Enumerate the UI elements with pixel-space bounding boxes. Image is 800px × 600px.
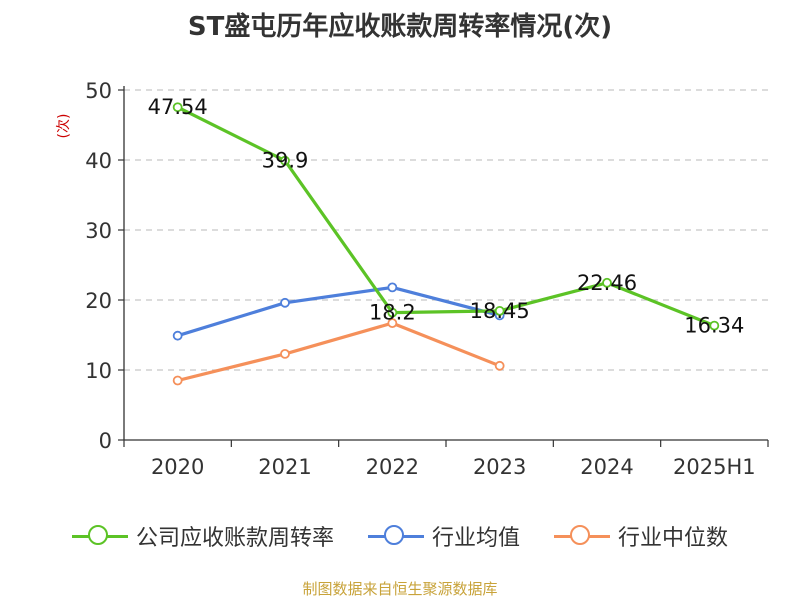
data-label: 16.34 [684, 314, 744, 338]
data-point [172, 330, 183, 341]
data-point [602, 277, 612, 288]
legend-label: 行业中位数 [618, 526, 729, 551]
axes: 0 10 20 30 40 50 2020 2021 2022 2023 2024 2025H1 [85, 79, 769, 479]
legend-label: 行业均值 [431, 526, 520, 551]
data-point [172, 375, 183, 386]
series-line [176, 105, 715, 328]
data-point [280, 348, 290, 359]
x-tick-label: 2022 [366, 455, 419, 479]
grid-lines [124, 89, 768, 371]
y-tick-label: 30 [85, 219, 112, 243]
data-label: 22.46 [577, 271, 637, 295]
legend-label: 公司应收账款周转率 [135, 526, 334, 551]
x-tick-label: 2020 [151, 455, 204, 479]
legend-item-industry-mean[interactable]: 行业均值 [367, 520, 520, 552]
data-point [387, 307, 398, 318]
source-note: 制图数据来自恒生聚源数据库 [302, 580, 498, 598]
data-point [280, 155, 290, 166]
series [172, 102, 720, 386]
data-point [387, 282, 398, 293]
data-label: 39.9 [262, 149, 309, 173]
legend-marker-icon [367, 522, 424, 550]
data-point [494, 305, 505, 316]
legend-item-industry-median[interactable]: 行业中位数 [554, 520, 728, 552]
y-tick-label: 40 [85, 149, 112, 173]
data-label: 18.45 [470, 299, 530, 323]
series-line [177, 285, 501, 338]
legend: 公司应收账款周转率 行业均值 行业中位数 [0, 520, 800, 552]
x-tick-label: 2023 [473, 455, 526, 479]
y-tick-label: 10 [85, 359, 112, 383]
legend-marker-icon [554, 522, 610, 550]
chart-title: ST盛屯历年应收账款周转率情况(次) [187, 12, 613, 42]
y-tick-label: 20 [85, 289, 112, 313]
y-axis-label: (次) [56, 114, 72, 139]
data-label: 47.54 [148, 95, 208, 119]
data-labels: 47.54 39.9 18.2 18.45 22.46 16.34 [148, 95, 745, 337]
x-tick-label: 2025H1 [673, 455, 756, 479]
x-tick-label: 2021 [258, 455, 311, 479]
x-tick-label: 2024 [580, 455, 633, 479]
y-tick-label: 0 [99, 429, 112, 453]
data-point [387, 318, 398, 329]
data-point [172, 102, 183, 113]
y-tick-label: 50 [85, 79, 112, 103]
legend-item-company[interactable]: 公司应收账款周转率 [71, 520, 334, 552]
legend-marker-icon [71, 522, 128, 550]
series-line [177, 321, 501, 383]
data-label: 18.2 [369, 301, 416, 325]
data-point [709, 320, 720, 331]
data-point [494, 360, 505, 371]
data-point [280, 297, 290, 308]
